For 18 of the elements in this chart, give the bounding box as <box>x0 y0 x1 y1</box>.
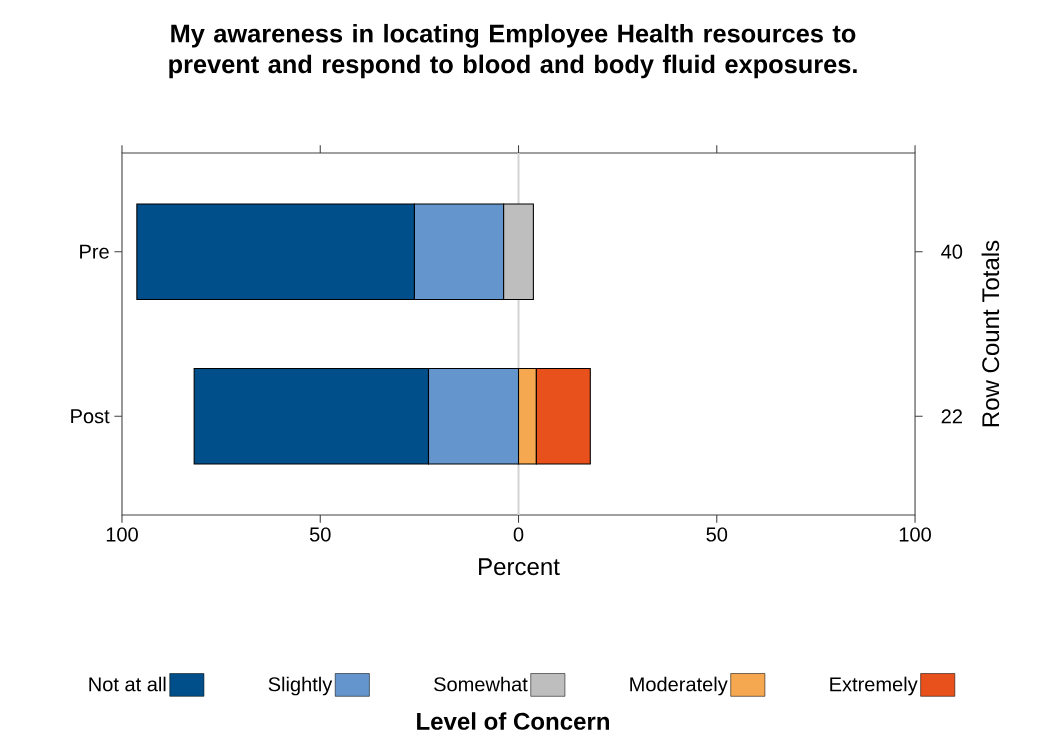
x-tick-label: 0 <box>513 527 524 542</box>
legend-title: Level of Concern <box>417 712 610 730</box>
legend-label: Extremely <box>830 676 918 696</box>
y-tick-label: Pre <box>80 244 109 259</box>
y-tick-label: Post <box>71 409 110 424</box>
y2-axis-title: Row Count Totals <box>981 240 1000 427</box>
x-tick-label: 50 <box>309 527 331 542</box>
legend-label: Not at all <box>89 676 166 692</box>
legend-label: Slightly <box>268 676 333 696</box>
text: 22 <box>941 409 962 424</box>
legend-label: Moderately <box>630 676 728 696</box>
text: 40 <box>941 244 963 259</box>
x-axis-title: Percent <box>479 558 560 576</box>
legend-label: Somewhat <box>434 676 528 692</box>
x-tick-label: 100 <box>899 527 931 542</box>
x-tick-label: 50 <box>706 527 728 542</box>
x-tick-label: 100 <box>106 527 138 542</box>
chart-title: My awareness in locating Employee Health resources to prevent and respond to blood and body fluid exposures. <box>169 23 857 79</box>
